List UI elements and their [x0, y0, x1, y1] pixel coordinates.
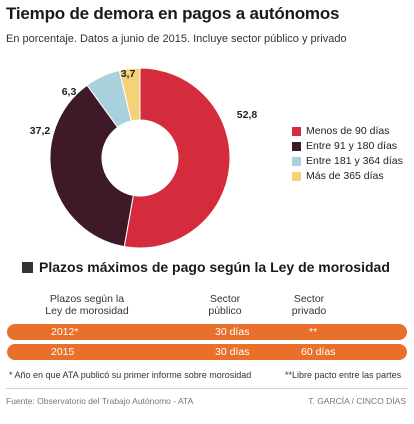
row-year: 2015	[51, 346, 75, 358]
table-row: 2015 30 días 60 días	[7, 344, 407, 360]
legend-swatch	[292, 141, 301, 151]
credit-text: T. GARCÍA / CINCO DÍAS	[308, 396, 406, 406]
legend-label: Más de 365 días	[306, 170, 384, 182]
chart-subtitle: En porcentaje. Datos a junio de 2015. In…	[6, 33, 347, 45]
chart-legend: Menos de 90 días Entre 91 y 180 días Ent…	[292, 124, 403, 184]
table-row: 2012* 30 días **	[7, 324, 407, 340]
column-header-label: Sector privado	[291, 293, 327, 317]
column-header-public: Sector público	[200, 293, 250, 317]
data-label: 6,3	[62, 86, 77, 98]
legend-label: Entre 91 y 180 días	[306, 140, 398, 152]
data-label: 37,2	[30, 125, 51, 137]
row-year: 2012*	[51, 326, 79, 338]
legend-swatch	[292, 156, 301, 166]
legend-item: Entre 91 y 180 días	[292, 139, 403, 153]
legend-label: Menos de 90 días	[306, 125, 390, 137]
chart-title: Tiempo de demora en pagos a autónomos	[6, 4, 340, 23]
square-icon	[22, 261, 33, 273]
donut-slice	[49, 84, 134, 248]
column-header-label: Sector público	[208, 293, 242, 317]
source-text: Fuente: Observatorio del Trabajo Autónom…	[6, 396, 194, 406]
column-header-private: Sector privado	[282, 293, 336, 317]
legend-label: Entre 181 y 364 días	[306, 155, 403, 167]
legend-item: Entre 181 y 364 días	[292, 154, 403, 168]
footnote-year: * Año en que ATA publicó su primer infor…	[9, 370, 252, 380]
donut-slice	[118, 67, 141, 122]
row-private: 60 días	[301, 346, 336, 358]
donut-slice	[123, 67, 231, 249]
data-label: 52,8	[237, 109, 258, 121]
footer-divider	[6, 388, 408, 389]
section-title: Plazos máximos de pago según la Ley de m…	[22, 259, 390, 275]
legend-swatch	[292, 126, 301, 136]
row-private: **	[309, 326, 318, 338]
row-public: 30 días	[215, 326, 250, 338]
column-header-plazos: Plazos según la Ley de morosidad	[42, 293, 132, 317]
data-label: 3,7	[121, 68, 136, 80]
legend-item: Más de 365 días	[292, 169, 403, 183]
section-title-text: Plazos máximos de pago según la Ley de m…	[39, 259, 390, 275]
row-public: 30 días	[215, 346, 250, 358]
legend-swatch	[292, 171, 301, 181]
donut-chart: 52,8 37,2 6,3 3,7	[30, 67, 258, 249]
legend-item: Menos de 90 días	[292, 124, 403, 138]
column-header-label: Plazos según la Ley de morosidad	[45, 293, 129, 317]
footnote-private: **Libre pacto entre las partes	[285, 370, 402, 380]
